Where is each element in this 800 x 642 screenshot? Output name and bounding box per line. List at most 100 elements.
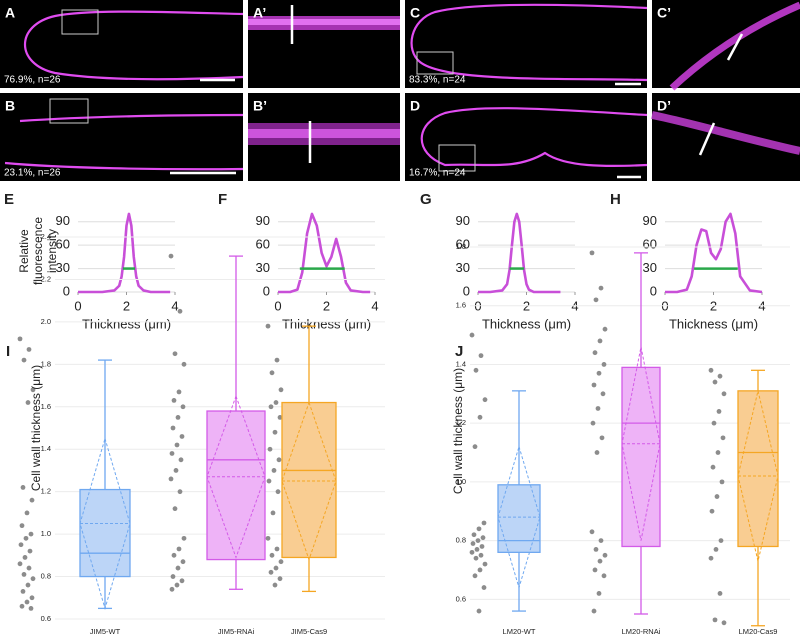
panel-label: B’ bbox=[253, 98, 267, 114]
y-tick-label: 0.8 bbox=[41, 572, 51, 581]
data-point bbox=[24, 599, 30, 605]
data-point bbox=[713, 547, 719, 552]
data-point bbox=[170, 425, 176, 431]
data-point bbox=[26, 347, 32, 352]
y-tick-label: 90 bbox=[456, 213, 470, 228]
data-point bbox=[269, 370, 275, 376]
data-point bbox=[472, 444, 478, 450]
data-point bbox=[265, 323, 271, 329]
data-point bbox=[18, 542, 24, 548]
x-axis-label: Thickness (μm) bbox=[282, 316, 371, 331]
x-axis-label: Thickness (μm) bbox=[482, 316, 571, 331]
data-point bbox=[24, 510, 30, 516]
data-point bbox=[23, 535, 29, 541]
data-point bbox=[268, 404, 274, 410]
y-tick-label: 0 bbox=[263, 283, 270, 298]
box bbox=[206, 410, 266, 561]
data-point bbox=[712, 379, 718, 385]
data-point bbox=[592, 567, 598, 573]
y-tick-label: 1.2 bbox=[456, 418, 466, 427]
panel-label: A bbox=[5, 5, 15, 21]
data-point bbox=[712, 617, 718, 623]
box bbox=[621, 366, 661, 548]
data-point bbox=[174, 442, 180, 448]
sd-diamond bbox=[281, 400, 337, 562]
y-axis-label: Relative fluorescence intensity bbox=[17, 216, 59, 286]
panel-label: D’ bbox=[657, 98, 671, 114]
data-point bbox=[473, 367, 479, 373]
data-point bbox=[714, 494, 720, 499]
data-point bbox=[25, 582, 31, 588]
y-tick-label: 1.0 bbox=[456, 477, 466, 486]
data-point bbox=[277, 414, 283, 420]
data-point bbox=[593, 297, 599, 303]
data-point bbox=[592, 350, 598, 356]
data-point bbox=[475, 538, 481, 543]
panel-label: D bbox=[410, 98, 420, 114]
data-point bbox=[19, 603, 25, 609]
y-tick-label: 30 bbox=[643, 260, 657, 275]
data-point bbox=[20, 485, 26, 490]
data-point bbox=[470, 541, 476, 546]
x-tick-label: 2 bbox=[123, 298, 130, 313]
y-tick-label: 1.2 bbox=[41, 487, 51, 496]
profile-line bbox=[478, 212, 561, 294]
data-point bbox=[170, 574, 176, 579]
data-point bbox=[179, 578, 185, 584]
data-point bbox=[482, 397, 488, 403]
panel-label: J bbox=[455, 343, 463, 360]
data-point bbox=[482, 561, 488, 567]
data-point bbox=[719, 479, 725, 485]
data-point bbox=[21, 357, 27, 363]
data-point bbox=[272, 429, 278, 435]
data-point bbox=[17, 336, 23, 342]
data-point bbox=[30, 387, 36, 393]
x-tick-label: LM20-WT bbox=[503, 627, 536, 636]
y-tick-label: 1.4 bbox=[456, 359, 466, 368]
data-point bbox=[590, 420, 596, 426]
y-tick-label: 2.0 bbox=[41, 317, 51, 326]
x-tick-label: 0 bbox=[74, 298, 81, 313]
data-point bbox=[28, 531, 34, 537]
data-point bbox=[20, 589, 26, 594]
panel-d: D 16.7%, n=24 bbox=[405, 93, 648, 181]
data-point bbox=[178, 457, 184, 463]
profile-line bbox=[278, 212, 371, 294]
caption: 16.7%, n=24 bbox=[409, 168, 466, 179]
data-point bbox=[602, 326, 608, 332]
data-point bbox=[17, 561, 23, 567]
data-point bbox=[597, 338, 603, 344]
x-tick-label: LM20-RNAi bbox=[622, 627, 661, 636]
x-tick-label: 4 bbox=[371, 298, 378, 313]
y-axis-label: Cell wall thickness (μm) bbox=[29, 364, 43, 492]
data-point bbox=[721, 391, 727, 397]
data-point bbox=[481, 585, 487, 590]
data-point bbox=[30, 576, 36, 582]
data-point bbox=[710, 464, 716, 470]
data-point bbox=[28, 605, 34, 611]
sd-diamond bbox=[79, 436, 131, 611]
y-tick-label: 1.6 bbox=[41, 402, 51, 411]
panel-a: A 76.9%, n=26 bbox=[0, 0, 244, 88]
y-tick-label: 1.4 bbox=[41, 444, 51, 453]
y-tick-label: 60 bbox=[256, 237, 270, 252]
y-tick-label: 0 bbox=[650, 283, 657, 298]
data-point bbox=[276, 457, 282, 463]
data-point bbox=[598, 285, 604, 291]
sd-diamond bbox=[497, 444, 541, 590]
data-point bbox=[599, 435, 605, 441]
data-point bbox=[473, 555, 479, 561]
data-point bbox=[270, 510, 276, 516]
data-point bbox=[591, 608, 597, 614]
data-point bbox=[715, 450, 721, 455]
data-point bbox=[598, 538, 604, 543]
data-point bbox=[171, 552, 177, 558]
data-point bbox=[596, 370, 602, 376]
data-point bbox=[595, 406, 601, 411]
data-point bbox=[274, 357, 280, 363]
data-point bbox=[272, 582, 278, 588]
y-tick-label: 30 bbox=[256, 260, 270, 275]
y-tick-label: 0.6 bbox=[41, 614, 51, 623]
y-tick-label: 2.4 bbox=[41, 232, 51, 241]
